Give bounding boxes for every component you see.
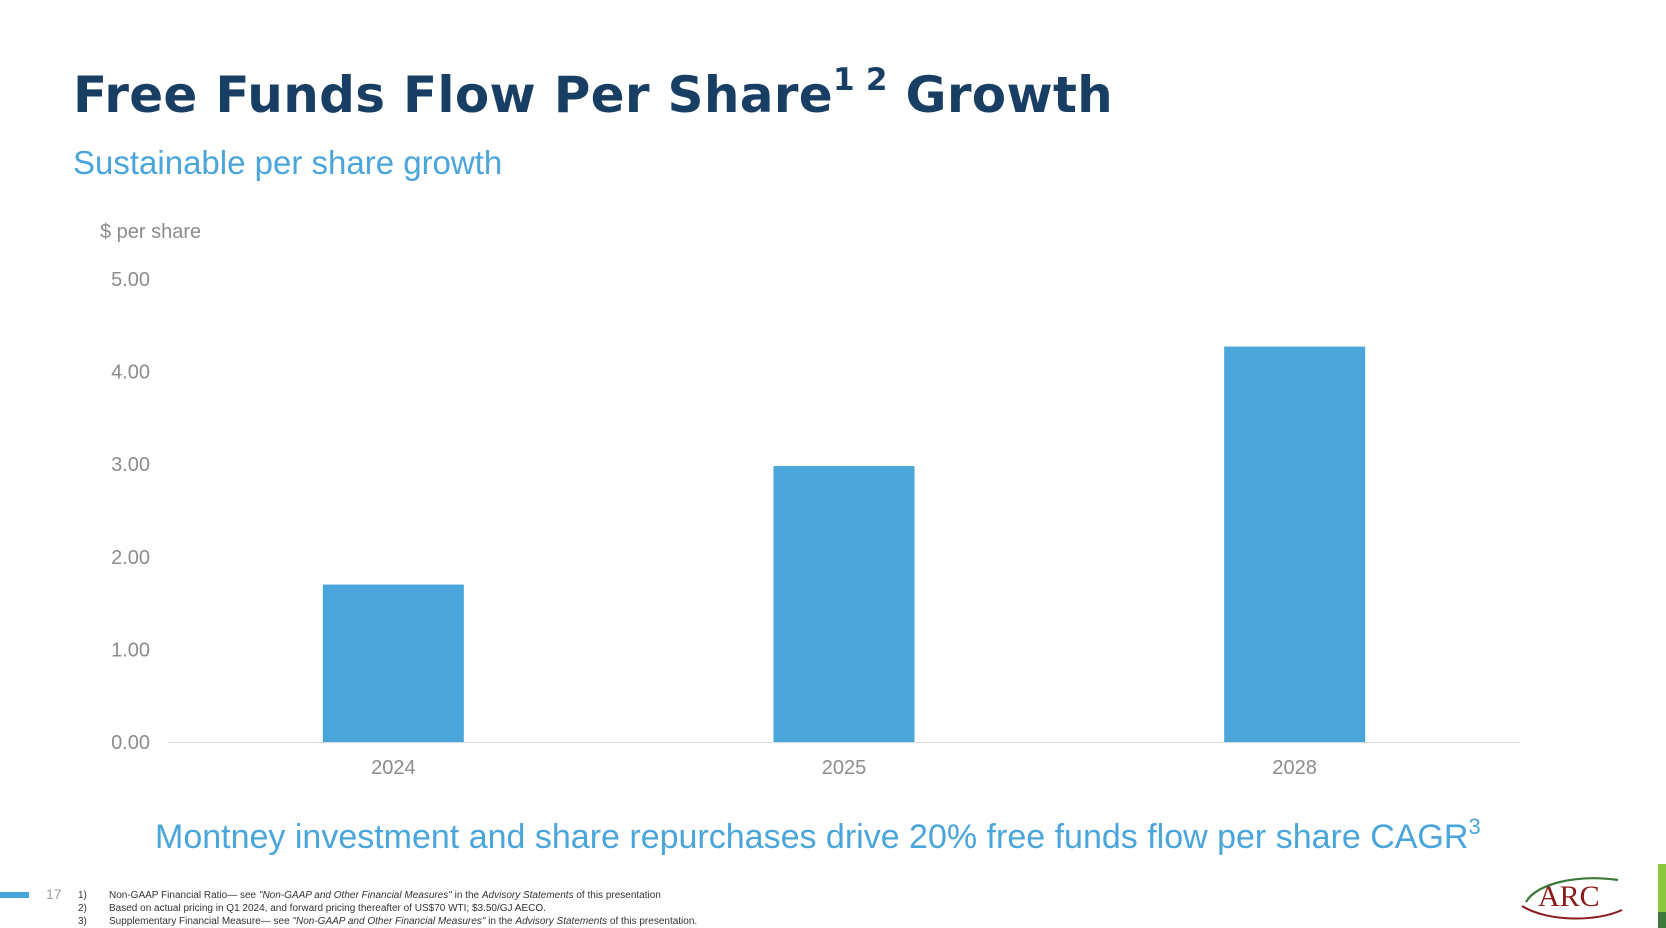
accent-bar-dark (1658, 912, 1666, 928)
x-tick-label-2024: 2024 (371, 757, 416, 779)
footnote-2: 2) Based on actual pricing in Q1 2024, an… (78, 903, 546, 914)
title-text: Free Funds Flow Per Share (73, 66, 833, 124)
y-tick-label-2: 2.00 (111, 547, 150, 569)
title-suffix: Growth (887, 66, 1114, 124)
tagline: Montney investment and share repurchases… (155, 814, 1481, 857)
tagline-footnote-mark: 3 (1468, 814, 1481, 839)
bar-2024 (322, 584, 464, 742)
title-footnote-marks: 1 2 (832, 62, 888, 98)
x-tick-label-2028: 2028 (1272, 757, 1317, 779)
footnotes: 1) Non-GAAP Financial Ratio— see "Non-GAA… (78, 889, 697, 928)
page-number: 17 (46, 886, 62, 902)
bar-2028 (1224, 346, 1366, 742)
page-indicator-bar (0, 892, 29, 898)
bar-chart: $ per share 0.00 1.00 2.00 3.00 4.00 5.00 2024 2… (100, 221, 1520, 779)
footnote-1: 1) Non-GAAP Financial Ratio— see "Non-GAA… (78, 890, 661, 901)
accent-bar-light (1658, 864, 1666, 912)
y-axis-label: $ per share (100, 221, 201, 243)
bar-2025 (773, 466, 915, 742)
x-tick-label-2025: 2025 (822, 757, 867, 779)
tagline-text: Montney investment and share repurchases… (155, 818, 1469, 856)
slide-subtitle: Sustainable per share growth (73, 144, 503, 181)
arc-logo: ARC (1521, 877, 1623, 920)
y-tick-label-0: 0.00 (111, 732, 150, 754)
logo-wordmark: ARC (1538, 880, 1600, 913)
y-tick-label-3: 3.00 (111, 454, 150, 476)
y-tick-label-1: 1.00 (111, 639, 150, 661)
slide-title: Free Funds Flow Per Share1 2 Growth (73, 62, 1114, 124)
logo-swoosh-bottom (1521, 905, 1623, 920)
y-tick-label-4: 4.00 (111, 362, 150, 384)
footnote-3: 3) Supplementary Financial Measure— see "… (78, 916, 698, 927)
logo-swoosh-top (1525, 877, 1619, 903)
y-tick-label-5: 5.00 (111, 269, 150, 291)
